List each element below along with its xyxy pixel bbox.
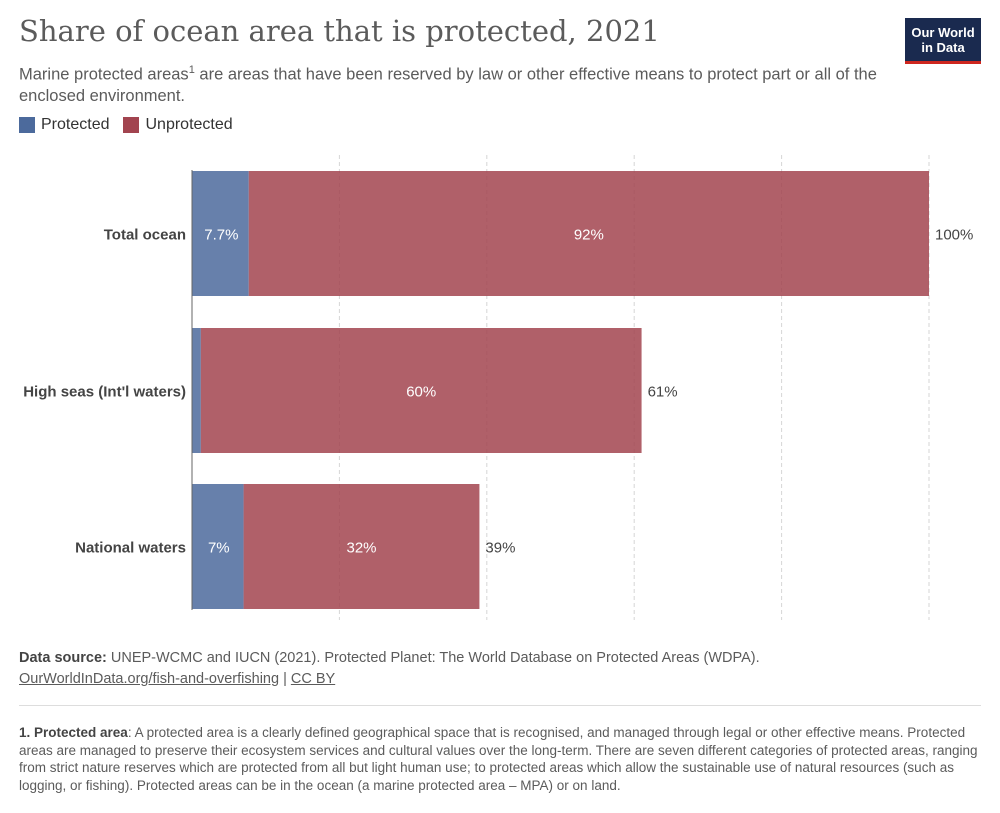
chart-title: Share of ocean area that is protected, 2… — [19, 14, 660, 48]
logo-line-2: in Data — [921, 39, 965, 55]
total-label-2: 39% — [485, 540, 515, 557]
owid-logo[interactable]: Our World in Data — [905, 18, 981, 64]
link-separator: | — [279, 671, 291, 687]
footnote: 1. Protected area: A protected area is a… — [19, 724, 981, 794]
license-link[interactable]: CC BY — [290, 671, 336, 687]
data-label-protected-2: 7% — [208, 540, 230, 557]
category-label-0: Total ocean — [104, 227, 186, 244]
source-label: Data source: — [19, 650, 107, 666]
total-label-1: 61% — [648, 384, 678, 401]
chart-subtitle: Marine protected areas1 are areas that h… — [19, 60, 899, 107]
bar-protected-0[interactable] — [192, 171, 249, 296]
logo-line-1: Our World — [911, 24, 975, 40]
bar-unprotected-0[interactable] — [248, 171, 929, 296]
legend-swatch-unprotected — [123, 117, 140, 133]
bar-unprotected-2[interactable] — [243, 484, 480, 609]
total-label-0: 100% — [935, 227, 973, 244]
source-links: OurWorldInData.org/fish-and-overfishing … — [19, 669, 979, 690]
category-label-1: High seas (Int'l waters) — [23, 384, 186, 401]
bar-protected-2[interactable] — [192, 484, 244, 609]
footnote-text: : A protected area is a clearly defined … — [19, 725, 978, 793]
legend-label-unprotected: Unprotected — [145, 116, 233, 133]
footnote-label: 1. Protected area — [19, 725, 128, 740]
data-source: Data source: UNEP-WCMC and IUCN (2021). … — [19, 648, 979, 669]
data-label-unprotected-2: 32% — [346, 540, 376, 557]
legend-item-unprotected[interactable]: Unprotected — [123, 116, 233, 134]
data-label-unprotected-0: 92% — [574, 227, 604, 244]
subtitle-text-start: Marine protected areas — [19, 65, 189, 84]
legend-item-protected[interactable]: Protected — [19, 116, 109, 134]
subtitle-text-end: are areas that have been reserved by law… — [19, 65, 877, 105]
bar-protected-1[interactable] — [192, 328, 201, 453]
legend-swatch-protected — [19, 117, 35, 133]
category-label-2: National waters — [75, 540, 186, 557]
source-block: Data source: UNEP-WCMC and IUCN (2021). … — [19, 648, 979, 690]
owid-link[interactable]: OurWorldInData.org/fish-and-overfishing — [19, 671, 280, 687]
footnote-marker[interactable]: 1 — [188, 64, 195, 76]
bar-unprotected-1[interactable] — [200, 328, 642, 453]
footer-divider — [19, 705, 981, 706]
bar-chart: 7.7% 92% 100% Total ocean 60% 61% High seas (I… — [23, 155, 973, 620]
legend-label-protected: Protected — [41, 116, 110, 133]
legend: Protected Unprotected — [19, 116, 247, 134]
data-label-unprotected-1: 60% — [406, 384, 436, 401]
source-text: UNEP-WCMC and IUCN (2021). Protected Pla… — [106, 650, 760, 666]
data-label-protected-0: 7.7% — [204, 227, 238, 244]
